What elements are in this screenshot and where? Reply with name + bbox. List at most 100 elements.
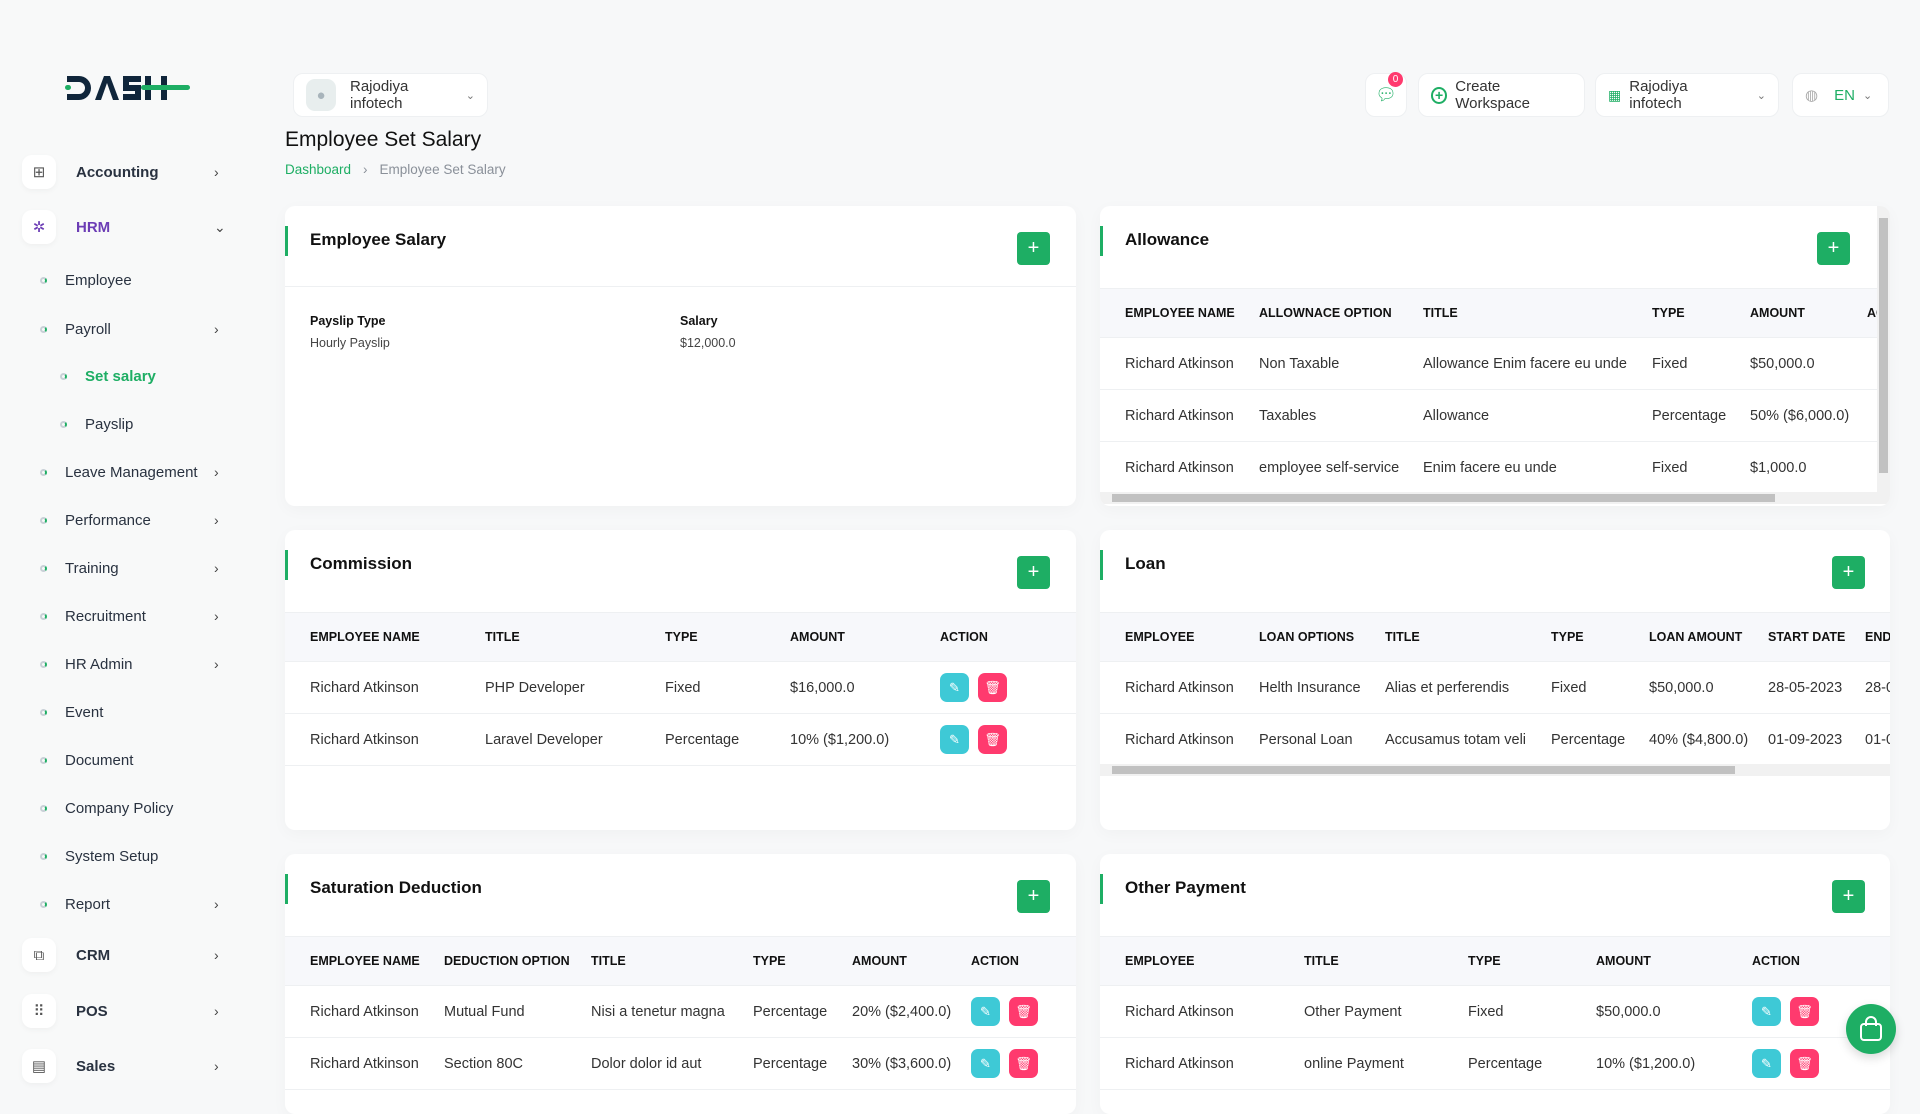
column-header[interactable]: EMPLOYEE <box>1100 936 1304 986</box>
table-cell: PHP Developer <box>485 661 665 714</box>
delete-button[interactable]: 🗑︎ <box>1790 997 1819 1026</box>
column-header[interactable]: TITLE <box>591 936 753 986</box>
workspace-name: Rajodiya infotech <box>1629 78 1688 112</box>
vertical-scrollbar[interactable] <box>1877 206 1890 492</box>
column-header[interactable]: ALLOWNACE OPTION <box>1259 288 1423 338</box>
column-header[interactable]: ACTION <box>1752 936 1890 986</box>
edit-button[interactable]: ✎ <box>1752 997 1781 1026</box>
delete-button[interactable]: 🗑︎ <box>1790 1049 1819 1078</box>
payslip-type-value: Hourly Payslip <box>310 336 390 350</box>
sidebar-item-document[interactable]: Document <box>0 740 270 780</box>
column-header[interactable]: DEDUCTION OPTION <box>444 936 591 986</box>
column-header[interactable]: AMOUNT <box>852 936 971 986</box>
workspace-switcher[interactable]: ▦ Rajodiya infotech ⌄ <box>1595 73 1779 117</box>
add-button[interactable]: + <box>1832 880 1865 913</box>
add-button[interactable]: + <box>1017 880 1050 913</box>
sidebar-item-leave-management[interactable]: Leave Management › <box>0 452 270 492</box>
column-header[interactable]: AMOUNT <box>1596 936 1752 986</box>
chevron-right-icon: › <box>214 464 219 480</box>
pencil-icon: ✎ <box>949 680 960 695</box>
column-header[interactable]: TYPE <box>1551 612 1649 662</box>
column-header[interactable]: END DATE <box>1865 612 1890 662</box>
column-header[interactable]: TITLE <box>1304 936 1468 986</box>
sidebar-item-recruitment[interactable]: Recruitment › <box>0 596 270 636</box>
sidebar-item-event[interactable]: Event <box>0 692 270 732</box>
sidebar-item-hrm[interactable]: ✲ HRM ⌄ <box>0 207 270 247</box>
create-workspace-button[interactable]: + Create Workspace <box>1418 73 1585 117</box>
table-header: EMPLOYEE TITLE TYPE AMOUNT ACTION <box>1100 936 1890 986</box>
cart-button[interactable] <box>1846 1004 1896 1054</box>
sidebar-item-company-policy[interactable]: Company Policy <box>0 788 270 828</box>
company-switcher[interactable]: ● Rajodiya infotech ⌄ <box>293 73 488 117</box>
breadcrumb-dashboard[interactable]: Dashboard <box>285 162 352 177</box>
sidebar-item-set-salary[interactable]: Set salary <box>0 356 270 396</box>
allowance-table: EMPLOYEE NAME ALLOWNACE OPTION TITLE TYPE AM… <box>1100 288 1890 494</box>
column-header[interactable]: TYPE <box>1468 936 1596 986</box>
create-workspace-label: Create Workspace <box>1455 78 1531 112</box>
column-header[interactable]: TYPE <box>753 936 852 986</box>
commission-table: EMPLOYEE NAME TITLE TYPE AMOUNT ACTION Richar… <box>285 612 1076 766</box>
scrollbar-thumb[interactable] <box>1112 766 1735 774</box>
horizontal-scrollbar[interactable] <box>1100 764 1890 776</box>
sidebar-item-pos[interactable]: ⠿ POS › <box>0 991 270 1031</box>
column-header[interactable]: LOAN AMOUNT <box>1649 612 1768 662</box>
messages-button[interactable]: 💬︎ 0 <box>1365 72 1407 117</box>
sidebar-item-label: Payroll <box>65 320 111 338</box>
column-header[interactable]: TITLE <box>1423 288 1652 338</box>
sidebar-item-performance[interactable]: Performance › <box>0 500 270 540</box>
add-button[interactable]: + <box>1017 556 1050 589</box>
column-header[interactable]: AMOUNT <box>790 612 940 662</box>
sidebar-item-payslip[interactable]: Payslip <box>0 404 270 444</box>
table-cell: Richard Atkinson <box>1100 661 1259 714</box>
edit-button[interactable]: ✎ <box>940 673 969 702</box>
table-cell: Accusamus totam veli <box>1385 713 1551 766</box>
delete-button[interactable]: 🗑︎ <box>978 673 1007 702</box>
column-header[interactable]: TITLE <box>1385 612 1551 662</box>
add-salary-button[interactable]: + <box>1017 232 1050 265</box>
chevron-down-icon: ⌄ <box>1862 89 1873 102</box>
delete-button[interactable]: 🗑︎ <box>1009 997 1038 1026</box>
sidebar-item-system-setup[interactable]: System Setup <box>0 836 270 876</box>
add-button[interactable]: + <box>1832 556 1865 589</box>
sidebar-item-crm[interactable]: ⧉ CRM › <box>0 935 270 975</box>
sidebar-item-payroll[interactable]: Payroll › <box>0 309 270 349</box>
column-header[interactable]: ACTION <box>940 612 1076 662</box>
delete-button[interactable]: 🗑︎ <box>978 725 1007 754</box>
sidebar-item-sales[interactable]: ▤ Sales › <box>0 1046 270 1086</box>
column-header[interactable]: AMOUNT <box>1750 288 1867 338</box>
scrollbar-thumb[interactable] <box>1879 218 1888 473</box>
sidebar-item-report[interactable]: Report › <box>0 884 270 924</box>
card-title: Allowance <box>1125 230 1210 249</box>
column-header[interactable]: TYPE <box>1652 288 1750 338</box>
column-header[interactable]: TYPE <box>665 612 790 662</box>
sidebar-item-accounting[interactable]: ⊞ Accounting › <box>0 152 270 192</box>
dash-logo[interactable] <box>65 74 190 107</box>
accent-bar <box>285 874 288 904</box>
bullet-icon <box>40 468 47 476</box>
edit-button[interactable]: ✎ <box>1752 1049 1781 1078</box>
sidebar-item-training[interactable]: Training › <box>0 548 270 588</box>
column-header[interactable]: TITLE <box>485 612 665 662</box>
table-cell: Fixed <box>1468 985 1596 1038</box>
chevron-right-icon: › <box>214 656 219 672</box>
trash-icon: 🗑︎ <box>984 732 1001 747</box>
add-button[interactable]: + <box>1817 232 1850 265</box>
language-switcher[interactable]: ◍ EN ⌄ <box>1792 73 1889 117</box>
column-header[interactable]: EMPLOYEE NAME <box>1100 288 1259 338</box>
horizontal-scrollbar[interactable] <box>1100 492 1890 504</box>
column-header[interactable]: EMPLOYEE NAME <box>285 936 444 986</box>
edit-button[interactable]: ✎ <box>971 997 1000 1026</box>
sidebar-item-hr-admin[interactable]: HR Admin › <box>0 644 270 684</box>
table-cell: Richard Atkinson <box>1100 389 1259 442</box>
sidebar-item-employee[interactable]: Employee <box>0 260 270 300</box>
column-header[interactable]: EMPLOYEE <box>1100 612 1259 662</box>
column-header[interactable]: LOAN OPTIONS <box>1259 612 1385 662</box>
edit-button[interactable]: ✎ <box>971 1049 1000 1078</box>
column-header[interactable]: ACTION <box>971 936 1076 986</box>
column-header[interactable]: EMPLOYEE NAME <box>285 612 485 662</box>
scrollbar-thumb[interactable] <box>1112 494 1775 502</box>
delete-button[interactable]: 🗑︎ <box>1009 1049 1038 1078</box>
table-cell: 01-0 <box>1865 713 1890 766</box>
edit-button[interactable]: ✎ <box>940 725 969 754</box>
column-header[interactable]: START DATE <box>1768 612 1865 662</box>
